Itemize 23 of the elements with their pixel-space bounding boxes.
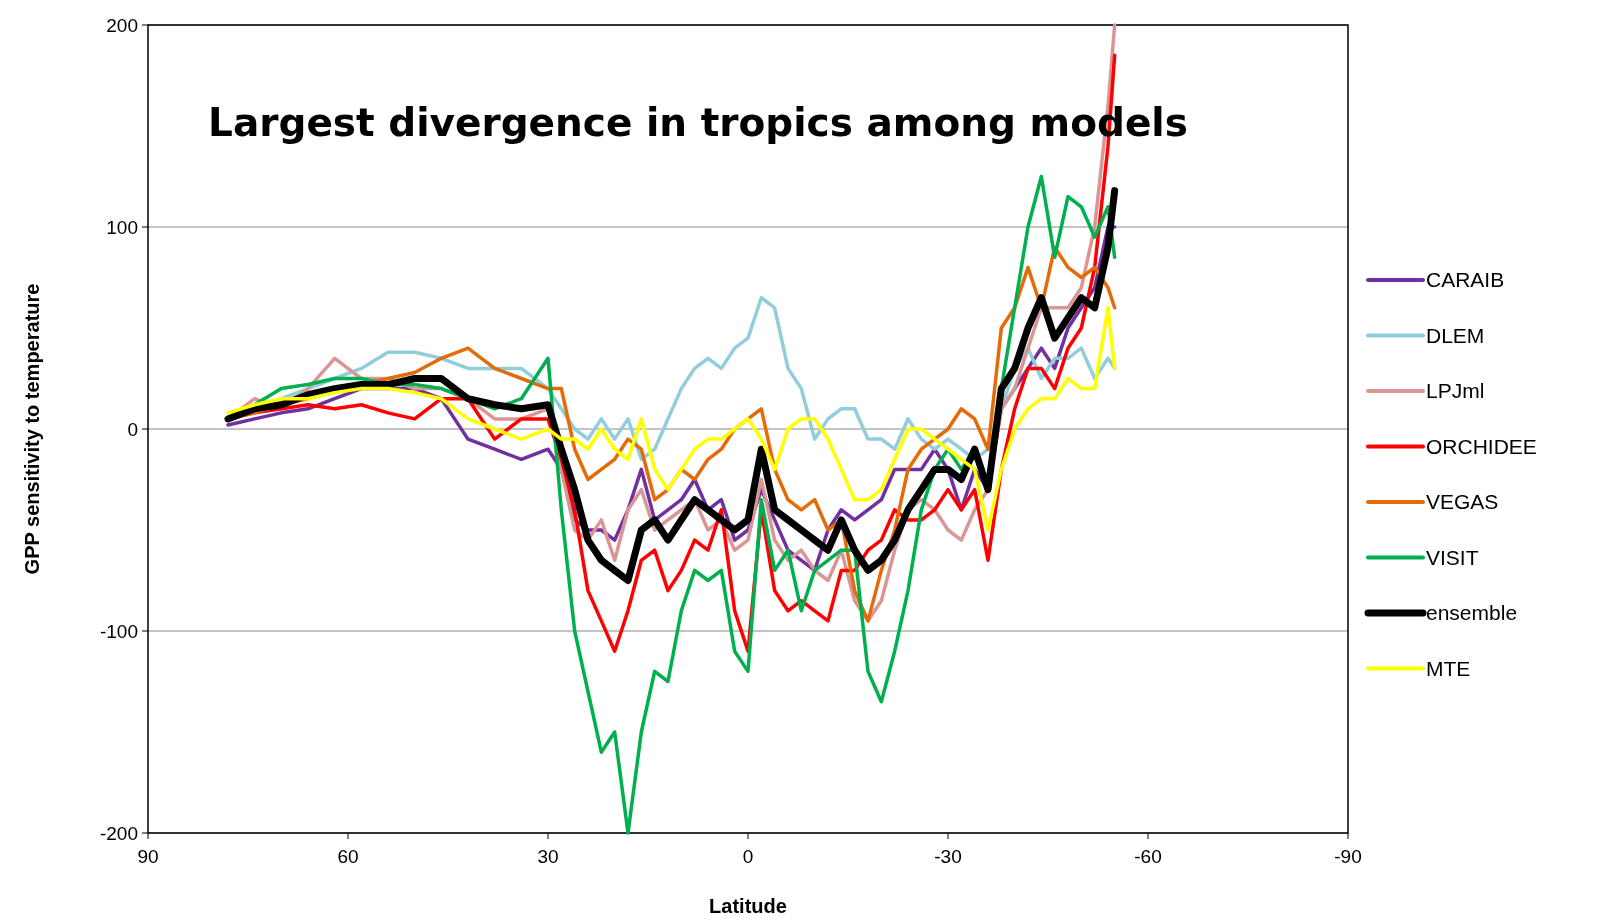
x-tick-label: -90: [1334, 846, 1362, 867]
x-tick-label: -60: [1134, 846, 1162, 867]
line-series: [226, 306, 1117, 532]
x-tick-label: 60: [337, 846, 359, 867]
legend-label: VEGAS: [1426, 490, 1499, 513]
legend-label: VISIT: [1426, 545, 1479, 569]
y-tick-label: 200: [106, 15, 138, 36]
y-tick-label: 0: [127, 419, 138, 440]
x-tick-label: -30: [934, 846, 962, 867]
legend-label: LPJml: [1426, 379, 1485, 402]
x-tick-label: 30: [537, 846, 559, 867]
y-tick-label: -200: [99, 823, 138, 844]
legend-label: DLEM: [1426, 323, 1485, 347]
y-tick-label: 100: [106, 217, 138, 238]
legend-label: ORCHIDEE: [1426, 434, 1537, 458]
y-axis-title: GPP sensitivity to temperature: [21, 283, 43, 575]
x-tick-label: 0: [742, 846, 754, 867]
legend-label: ensemble: [1426, 601, 1518, 624]
legend-label: MTE: [1426, 656, 1471, 680]
x-tick-label: 90: [137, 846, 159, 867]
y-tick-label: -100: [99, 621, 138, 642]
legend-label: CARAIB: [1426, 268, 1505, 291]
x-axis-title: Latitude: [709, 895, 787, 917]
